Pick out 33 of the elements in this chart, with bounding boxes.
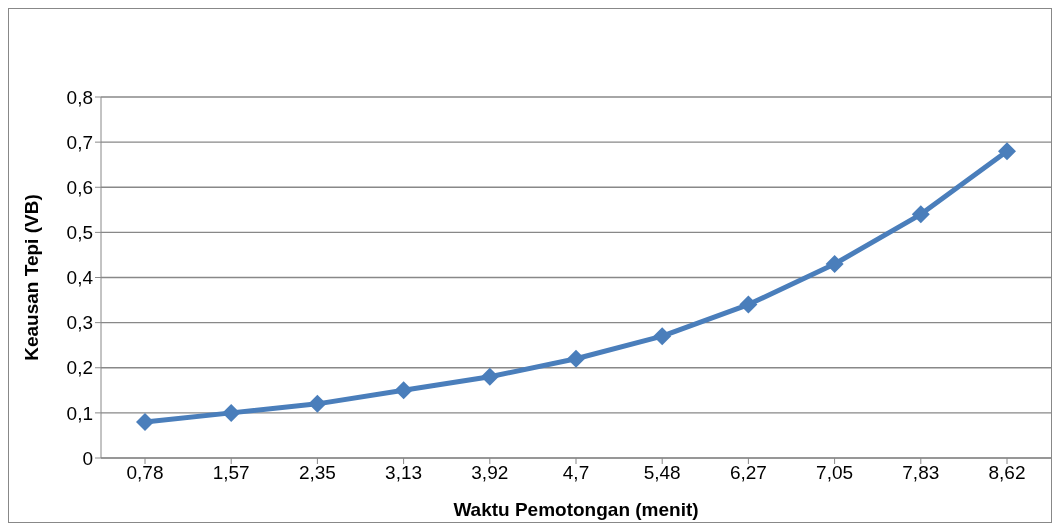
point	[308, 394, 327, 413]
y-tick-label: 0	[82, 447, 93, 469]
x-axis-title: Waktu Pemotongan (menit)	[453, 499, 699, 520]
x-tick-label: 1,57	[212, 462, 250, 484]
y-axis-title: Keausan Tepi (VB)	[20, 194, 42, 361]
point	[394, 381, 413, 400]
point	[136, 412, 154, 431]
y-tick-label: 0,4	[66, 267, 94, 289]
y-tick-label: 0,7	[66, 131, 93, 153]
y-tick-label: 0,1	[66, 402, 93, 424]
y-tick-label: 0,6	[66, 176, 93, 198]
y-tick-label: 0,5	[66, 222, 93, 244]
point	[480, 367, 499, 386]
x-tick-label: 5,48	[643, 462, 681, 484]
point	[825, 254, 844, 273]
point	[998, 142, 1016, 161]
x-tick-label: 3,13	[385, 462, 423, 484]
point	[739, 295, 758, 314]
point	[653, 327, 672, 346]
x-tick-label: 4,7	[562, 462, 590, 484]
x-tick-label: 7,83	[902, 462, 940, 484]
x-tick-label: 2,35	[298, 462, 336, 484]
point	[567, 349, 585, 368]
point	[911, 205, 930, 224]
y-tick-label: 0,8	[66, 86, 93, 108]
x-tick-label: 0,78	[126, 462, 164, 484]
y-tick-label: 0,3	[66, 312, 93, 334]
x-tick-label: 6,27	[729, 462, 767, 484]
x-tick-label: 7,05	[816, 462, 854, 484]
x-tick-label: 3,92	[471, 462, 509, 484]
point	[222, 403, 241, 422]
x-tick-label: 8,62	[988, 462, 1026, 484]
y-tick-label: 0,2	[66, 357, 93, 379]
